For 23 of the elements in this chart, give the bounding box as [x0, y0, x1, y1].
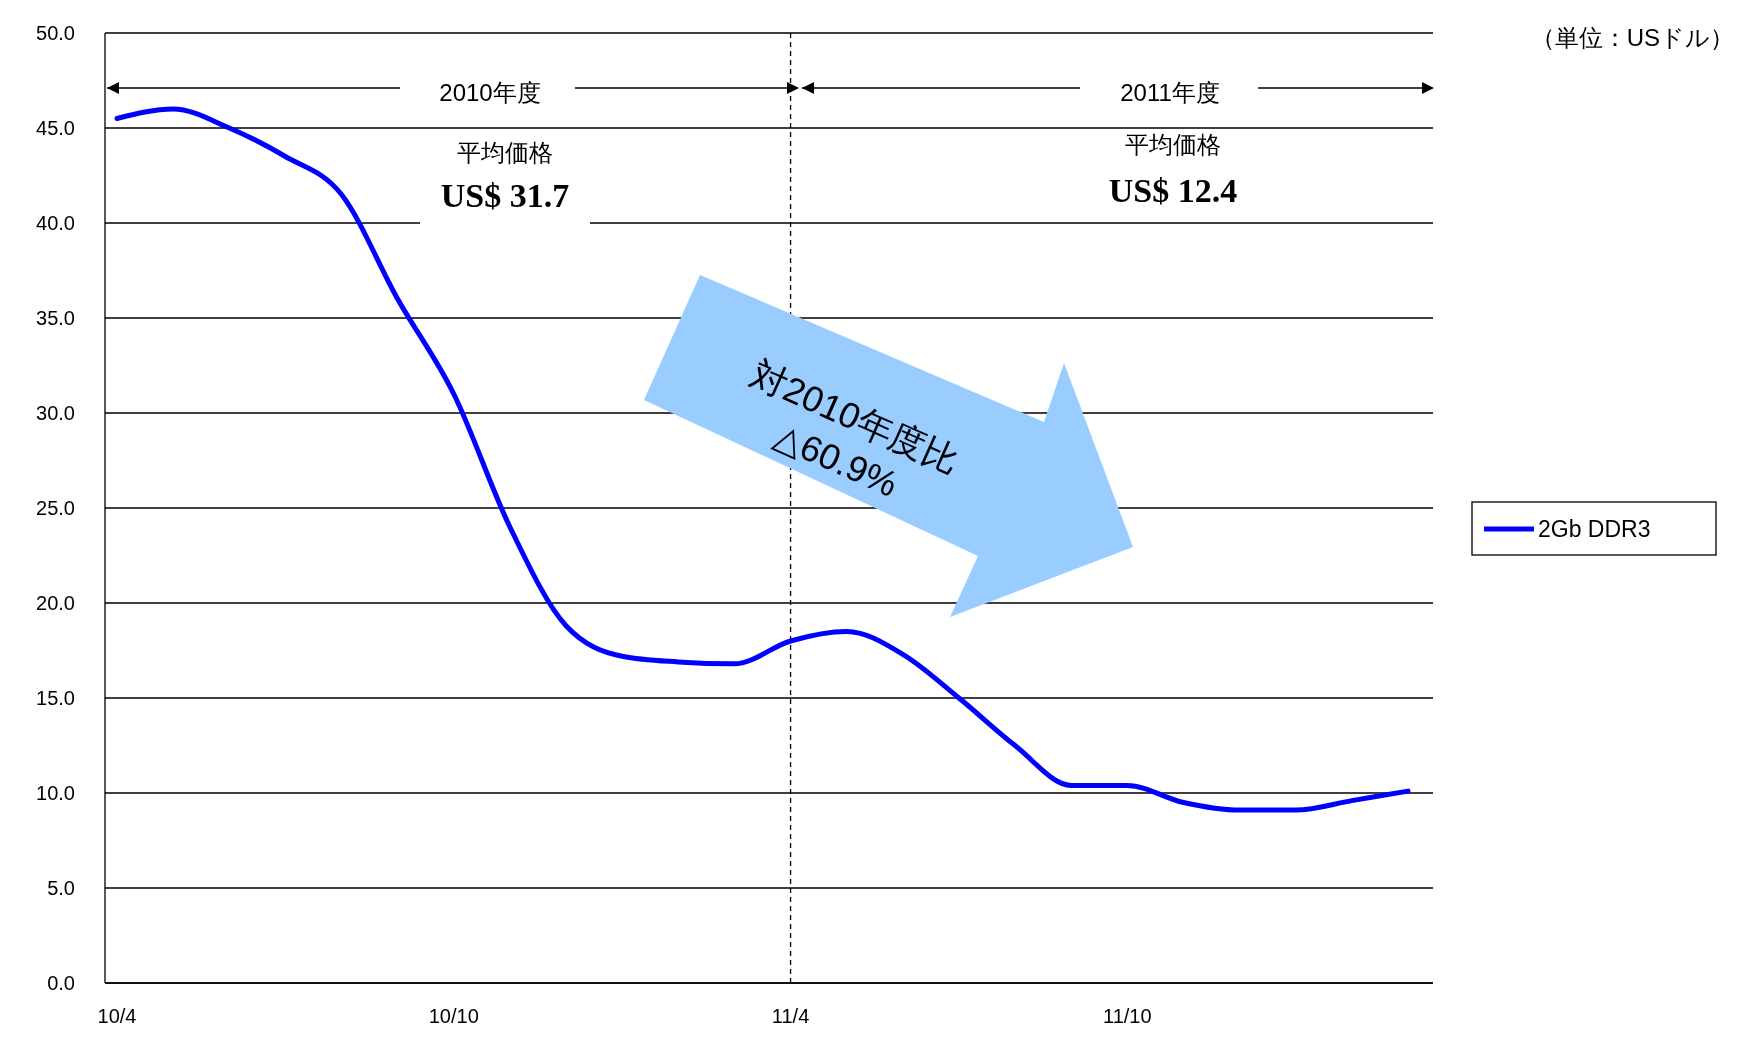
y-tick-label: 40.0 — [36, 212, 75, 234]
x-tick-label: 11/4 — [771, 1005, 810, 1027]
y-tick-label: 25.0 — [36, 497, 75, 519]
y-tick-label: 0.0 — [47, 972, 75, 994]
y-tick-label: 50.0 — [36, 22, 75, 44]
y-tick-label: 45.0 — [36, 117, 75, 139]
x-tick-label: 11/10 — [1103, 1005, 1152, 1027]
y-tick-label: 10.0 — [36, 782, 75, 804]
annotation: 2010年度 — [439, 79, 541, 106]
annotation: US$ 12.4 — [1108, 172, 1238, 209]
text: （単位：USドル） — [1530, 24, 1734, 51]
y-tick-label: 5.0 — [47, 877, 75, 899]
annotation: 平均価格 — [457, 139, 553, 166]
y-tick-label: 35.0 — [36, 307, 75, 329]
annotation: US$ 31.7 — [440, 177, 570, 214]
annotation: 2011年度 — [1120, 79, 1220, 106]
x-tick-label: 10/10 — [428, 1005, 479, 1027]
legend-label: 2Gb DDR3 — [1538, 516, 1651, 542]
y-tick-label: 15.0 — [36, 687, 75, 709]
y-tick-label: 30.0 — [36, 402, 75, 424]
y-tick-label: 20.0 — [36, 592, 75, 614]
annotation: 平均価格 — [1125, 131, 1221, 158]
x-tick-label: 10/4 — [97, 1005, 137, 1027]
